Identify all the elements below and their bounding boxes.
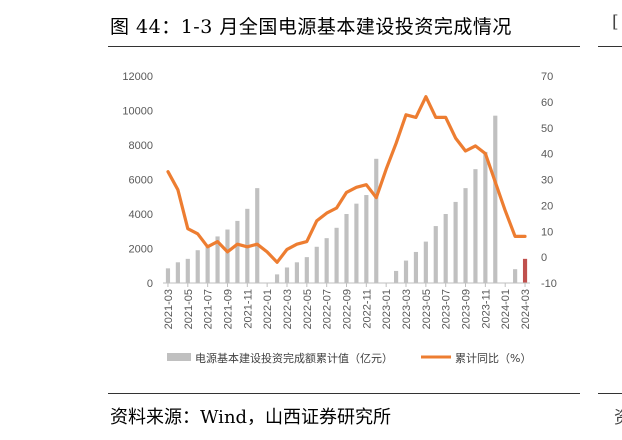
x-tick-label: 2022-05 (302, 289, 314, 329)
x-tick-label: 2022-09 (342, 289, 354, 329)
y-right-tick-label: -10 (541, 278, 557, 290)
bar-2024-03 (522, 258, 528, 283)
bar-2022-02 (274, 274, 280, 283)
x-tick-label: 2023-01 (381, 289, 393, 329)
x-tick-label: 2021-03 (163, 289, 175, 329)
y-right-tick-label: 20 (541, 200, 553, 212)
bar-2022-06 (314, 246, 319, 283)
y-right-tick-label: 70 (541, 71, 553, 83)
bar-2023-02 (394, 270, 399, 283)
y-left-tick-label: 2000 (129, 244, 153, 256)
bar-2023-04 (413, 251, 419, 283)
bar-2021-04 (175, 262, 180, 283)
x-tick-label: 2021-11 (242, 289, 254, 329)
x-tick-label: 2024-01 (500, 289, 512, 329)
y-right-tick-label: 10 (541, 226, 553, 238)
y-left-tick-label: 0 (147, 278, 153, 290)
x-tick-label: 2023-07 (441, 289, 453, 329)
yoy-line (166, 95, 527, 264)
x-tick-label: 2023-03 (401, 289, 413, 329)
bar-2022-07 (324, 238, 329, 283)
bar-2021-06 (195, 250, 200, 283)
clipped-neighbor-glyph: [ (612, 12, 619, 32)
x-tick-label: 2023-05 (421, 289, 433, 329)
x-tick-label: 2021-07 (203, 289, 215, 329)
y-right-tick-label: 40 (541, 149, 553, 161)
y-axis-right: -10 0 10 20 30 40 50 60 70 (541, 71, 557, 290)
x-axis: 2021-03 2021-05 2021-07 2021-09 2021-11 2022-… (163, 282, 532, 329)
x-tick-label: 2023-09 (461, 289, 473, 329)
y-left-tick-label: 12000 (122, 71, 153, 83)
figure-title: 图 44：1-3 月全国电源基本建设投资完成情况 (110, 16, 512, 38)
bar-2022-08 (334, 227, 339, 283)
y-left-tick-label: 8000 (129, 140, 153, 152)
bar-2023-10 (473, 169, 478, 283)
legend-bar-label: 电源基本建设投资完成额累计值（亿元） (195, 351, 393, 365)
bar-2024-02 (513, 269, 518, 283)
y-left-tick-label: 4000 (129, 209, 153, 221)
y-axis-left: 0 2000 4000 6000 8000 10000 12000 (122, 71, 153, 290)
bar-2022-12 (374, 158, 379, 283)
bar-2022-09 (344, 214, 349, 283)
x-tick-label: 2022-03 (282, 289, 294, 329)
bar-2023-11 (483, 151, 488, 283)
bar-2023-05 (423, 241, 428, 283)
y-right-tick-label: 30 (541, 175, 553, 187)
source-rule (108, 393, 580, 394)
legend-bar-swatch (167, 353, 191, 361)
bar-2021-09 (225, 229, 230, 283)
neighbor-rule-bottom (598, 393, 622, 394)
x-tick-label: 2022-01 (262, 289, 274, 329)
bar-2023-09 (463, 188, 468, 283)
legend: 电源基本建设投资完成额累计值（亿元） 累计同比（%） (167, 351, 531, 365)
x-tick-label: 2022-07 (322, 289, 334, 329)
bar-2021-03 (165, 268, 171, 283)
y-right-tick-label: 60 (541, 97, 553, 109)
bar-2023-07 (443, 214, 448, 283)
bar-2022-10 (354, 203, 359, 283)
bar-2022-05 (304, 257, 309, 283)
bar-2021-12 (255, 188, 260, 283)
y-right-tick-label: 0 (541, 252, 547, 264)
legend-line-label: 累计同比（%） (455, 352, 531, 365)
x-tick-label: 2023-11 (480, 289, 492, 329)
bar-2021-07 (205, 245, 210, 283)
bar-series (165, 115, 528, 283)
title-rule (108, 46, 580, 47)
y-left-tick-label: 6000 (129, 175, 153, 187)
bar-2022-11 (364, 195, 369, 283)
bar-2021-10 (235, 220, 240, 283)
bar-2023-06 (433, 226, 438, 283)
y-left-tick-label: 10000 (122, 106, 153, 118)
clipped-neighbor-glyph-bottom: 资 (614, 403, 622, 428)
y-right-tick-label: 50 (541, 123, 553, 135)
bar-2022-03 (284, 267, 290, 283)
x-tick-label: 2021-09 (222, 289, 234, 329)
bar-2021-05 (185, 258, 190, 283)
bar-2023-03 (403, 260, 409, 283)
x-tick-label: 2022-11 (361, 289, 373, 329)
bar-2022-04 (294, 262, 299, 283)
source-note: 资料来源：Wind，山西证券研究所 (110, 407, 392, 428)
neighbor-rule (598, 46, 622, 47)
bar-2023-08 (453, 201, 458, 283)
x-tick-label: 2024-03 (520, 289, 532, 329)
bar-2023-12 (493, 115, 498, 283)
bar-2021-08 (215, 236, 220, 283)
x-tick-label: 2021-05 (183, 289, 195, 329)
